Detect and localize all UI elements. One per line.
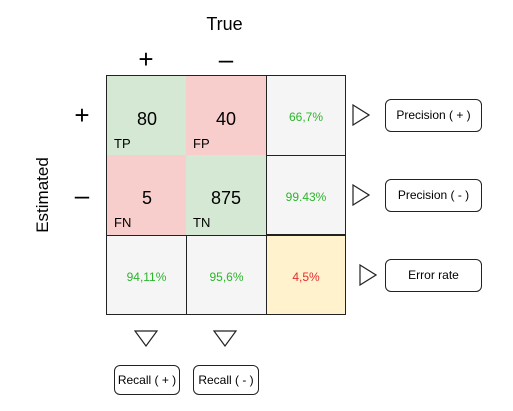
cell-precision-positive: 66,7% [266, 75, 346, 156]
error-rate-button[interactable]: Error rate [385, 259, 482, 292]
estimated-axis-title: Estimated [33, 157, 52, 233]
cell-error-rate: 4,5% [266, 235, 346, 315]
cell-recall-negative: 95,6% [186, 235, 267, 315]
fn-tag: FN [114, 215, 132, 230]
precision-negative-button[interactable]: Precision ( - ) [385, 179, 482, 212]
estimated-plus-sign: + [74, 100, 90, 130]
precision-negative-value: 99.43% [285, 190, 327, 204]
recall-positive-value: 94,11% [126, 270, 167, 284]
cell-false-negative: 5 FN [107, 155, 187, 235]
recall-positive-arrow-icon [134, 330, 158, 347]
precision-positive-value: 66,7% [288, 110, 324, 124]
tp-tag: TP [114, 136, 131, 151]
cell-false-positive: 40 FP [186, 76, 266, 156]
tn-tag: TN [193, 215, 211, 230]
cell-true-positive: 80 TP [107, 76, 187, 156]
tn-value: 875 [210, 188, 242, 208]
true-plus-sign: + [138, 44, 154, 74]
error-rate-arrow-icon [359, 264, 377, 286]
recall-negative-arrow-icon [213, 330, 237, 347]
fp-tag: FP [193, 136, 210, 151]
precision-positive-button[interactable]: Precision ( + ) [385, 99, 482, 132]
tp-value: 80 [136, 109, 158, 129]
true-minus-sign: – [218, 44, 234, 74]
cell-true-negative: 875 TN [186, 155, 266, 235]
recall-positive-button[interactable]: Recall ( + ) [114, 365, 180, 395]
confusion-matrix: 80 TP 40 FP 66,7% 5 FN 875 TN 99.43% 94,… [106, 75, 346, 315]
precision-negative-arrow-icon [352, 184, 370, 206]
estimated-minus-sign: – [74, 180, 90, 210]
fp-value: 40 [215, 109, 237, 129]
true-axis-title: True [206, 14, 243, 34]
cell-precision-negative: 99.43% [266, 155, 346, 235]
error-rate-value: 4,5% [292, 270, 320, 284]
recall-negative-value: 95,6% [209, 270, 244, 284]
cell-recall-positive: 94,11% [106, 235, 187, 315]
precision-positive-arrow-icon [352, 104, 370, 126]
fn-value: 5 [141, 188, 152, 208]
recall-negative-button[interactable]: Recall ( - ) [193, 365, 259, 395]
